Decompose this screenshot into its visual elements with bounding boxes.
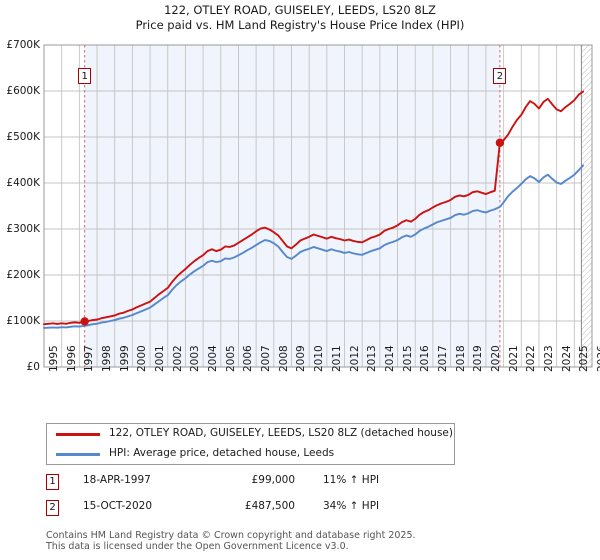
y-axis-tick: £700K bbox=[6, 39, 40, 51]
transaction-date: 15-OCT-2020 bbox=[83, 500, 152, 512]
chart-legend: 122, OTLEY ROAD, GUISELEY, LEEDS, LS20 8… bbox=[46, 423, 455, 465]
chart-marker-2: 2 bbox=[493, 68, 507, 84]
y-axis-tick: £600K bbox=[6, 85, 40, 97]
copyright-footer: Contains HM Land Registry data © Crown c… bbox=[46, 530, 586, 552]
transaction-date: 18-APR-1997 bbox=[83, 474, 151, 486]
legend-label-hpi: HPI: Average price, detached house, Leed… bbox=[109, 447, 335, 459]
transaction-index-badge: 2 bbox=[46, 500, 59, 516]
table-row: 1 18-APR-1997 £99,000 11% ↑ HPI bbox=[0, 474, 600, 496]
table-row: 2 15-OCT-2020 £487,500 34% ↑ HPI bbox=[0, 500, 600, 522]
chart-marker-1: 1 bbox=[78, 68, 92, 84]
legend-item-hpi: HPI: Average price, detached house, Leed… bbox=[47, 444, 454, 465]
y-axis-tick: £100K bbox=[6, 315, 40, 327]
transaction-hpi-delta: 34% ↑ HPI bbox=[323, 500, 380, 512]
title-subtitle: Price paid vs. HM Land Registry's House … bbox=[135, 18, 465, 32]
transaction-price: £487,500 bbox=[244, 500, 295, 512]
legend-swatch-hpi bbox=[56, 453, 100, 456]
legend-item-property: 122, OTLEY ROAD, GUISELEY, LEEDS, LS20 8… bbox=[47, 424, 454, 445]
y-axis-tick: £200K bbox=[6, 269, 40, 281]
transaction-hpi-delta: 11% ↑ HPI bbox=[323, 474, 380, 486]
footer-line-licence: This data is licensed under the Open Gov… bbox=[46, 541, 349, 552]
footer-line-copyright: Contains HM Land Registry data © Crown c… bbox=[46, 530, 416, 541]
transaction-price: £99,000 bbox=[251, 474, 295, 486]
legend-label-property: 122, OTLEY ROAD, GUISELEY, LEEDS, LS20 8… bbox=[109, 427, 453, 439]
price-history-chart bbox=[43, 44, 593, 368]
y-axis-tick-labels: £0 £100K £200K £300K £400K £500K £600K £700K bbox=[0, 0, 42, 410]
legend-swatch-property bbox=[56, 433, 100, 436]
y-axis-tick: £0 bbox=[26, 361, 40, 373]
y-axis-tick: £400K bbox=[6, 177, 40, 189]
title-address: 122, OTLEY ROAD, GUISELEY, LEEDS, LS20 8… bbox=[164, 3, 436, 17]
y-axis-tick: £300K bbox=[6, 223, 40, 235]
page-title: 122, OTLEY ROAD, GUISELEY, LEEDS, LS20 8… bbox=[0, 3, 600, 33]
transaction-index-badge: 1 bbox=[46, 474, 59, 490]
y-axis-tick: £500K bbox=[6, 131, 40, 143]
